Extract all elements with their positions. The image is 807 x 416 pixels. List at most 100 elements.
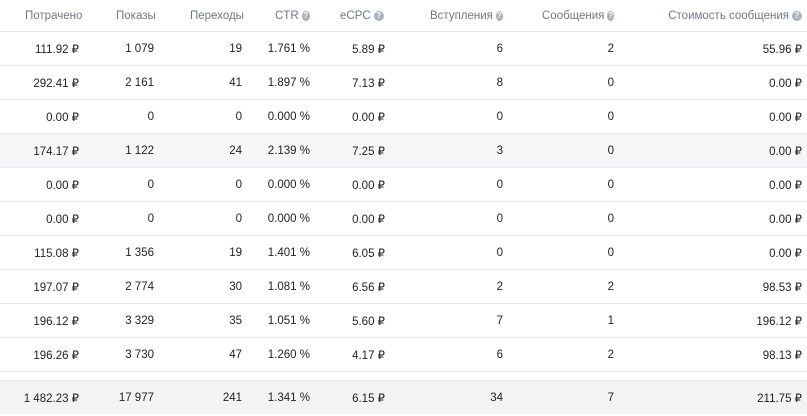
total-cell: 6.15 ₽ xyxy=(352,392,385,405)
total-cell: 17 977 xyxy=(118,391,154,404)
column-header-label: Стоимость сообщения xyxy=(668,9,789,22)
table-cell: 0 xyxy=(607,178,614,191)
table-cell: 0.00 ₽ xyxy=(769,247,802,260)
total-cell: 1 482.23 ₽ xyxy=(23,392,79,405)
table-cell: 0.000 % xyxy=(267,178,310,191)
question-circle-icon[interactable]: ? xyxy=(607,10,614,21)
column-header-label: CTR xyxy=(275,9,299,22)
table-cell: 7.13 ₽ xyxy=(352,77,385,90)
table-cell: 2 161 xyxy=(125,76,154,89)
table-cell: 196.12 ₽ xyxy=(33,315,79,328)
column-header[interactable]: Стоимость сообщения? xyxy=(614,0,802,31)
table-header: Потрачено Показы Переходы CTR? eCPC? Вступлен… xyxy=(0,0,807,32)
table-cell: 0 xyxy=(147,110,154,123)
table-cell: 0.00 ₽ xyxy=(352,111,385,124)
table-cell: 292.41 ₽ xyxy=(33,77,79,90)
table-cell: 30 xyxy=(229,280,242,293)
table-row[interactable]: 196.26 ₽ 3 730 47 1.260 % 4.17 ₽ 6 2 98.13 ₽ xyxy=(0,338,807,372)
table-cell: 0 xyxy=(607,212,614,225)
table-cell: 2 xyxy=(607,348,614,361)
table-cell: 0 xyxy=(607,110,614,123)
table-cell: 0.00 ₽ xyxy=(769,213,802,226)
table-row[interactable]: 115.08 ₽ 1 356 19 1.401 % 6.05 ₽ 0 0 0.00 ₽ xyxy=(0,236,807,270)
column-header[interactable]: eCPC? xyxy=(310,0,385,31)
table-row[interactable]: 111.92 ₽ 1 079 19 1.761 % 5.89 ₽ 6 2 55.96 ₽ xyxy=(0,32,807,66)
table-row[interactable]: 0.00 ₽ 0 0 0.000 % 0.00 ₽ 0 0 0.00 ₽ xyxy=(0,168,807,202)
total-cell: 7 xyxy=(607,391,614,404)
table-cell: 7 xyxy=(496,314,503,327)
table-cell: 0 xyxy=(235,212,242,225)
table-cell: 0 xyxy=(147,178,154,191)
table-cell: 24 xyxy=(229,144,242,157)
question-circle-icon[interactable]: ? xyxy=(373,10,384,21)
column-header-label: eCPC xyxy=(340,9,371,22)
table-row[interactable]: 196.12 ₽ 3 329 35 1.051 % 5.60 ₽ 7 1 196.12 ₽ xyxy=(0,304,807,338)
table-cell: 8 xyxy=(496,76,503,89)
table-cell: 1.051 % xyxy=(267,314,310,327)
total-row: 1 482.23 ₽ 17 977 241 1.341 % 6.15 ₽ 34 7 211.7… xyxy=(0,380,807,414)
table-cell: 19 xyxy=(229,246,242,259)
table-cell: 98.13 ₽ xyxy=(762,349,802,362)
table-cell: 0 xyxy=(235,110,242,123)
table-cell: 2 xyxy=(607,42,614,55)
column-header[interactable]: Вступления? xyxy=(385,0,503,31)
table-cell: 1 356 xyxy=(125,246,154,259)
table-cell: 111.92 ₽ xyxy=(35,43,79,56)
table-cell: 6.05 ₽ xyxy=(352,247,385,260)
table-cell: 0.00 ₽ xyxy=(352,179,385,192)
table-cell: 197.07 ₽ xyxy=(33,281,79,294)
total-cell: 34 xyxy=(490,391,503,404)
table-cell: 2 xyxy=(496,280,503,293)
table-cell: 0.00 ₽ xyxy=(769,111,802,124)
table-row[interactable]: 292.41 ₽ 2 161 41 1.897 % 7.13 ₽ 8 0 0.00 ₽ xyxy=(0,66,807,100)
table-cell: 4.17 ₽ xyxy=(352,349,385,362)
table-cell: 7.25 ₽ xyxy=(352,145,385,158)
total-cell: 211.75 ₽ xyxy=(757,392,802,405)
table-cell: 47 xyxy=(229,348,242,361)
table-cell: 174.17 ₽ xyxy=(33,145,79,158)
table-cell: 115.08 ₽ xyxy=(34,247,79,260)
table-cell: 0 xyxy=(147,212,154,225)
table-cell: 5.89 ₽ xyxy=(352,43,385,56)
table-cell: 5.60 ₽ xyxy=(352,315,385,328)
table-cell: 1.897 % xyxy=(267,76,310,89)
table-cell: 2 774 xyxy=(125,280,154,293)
table-cell: 0.00 ₽ xyxy=(769,77,802,90)
table-row[interactable]: 174.17 ₽ 1 122 24 2.139 % 7.25 ₽ 3 0 0.00 ₽ xyxy=(0,134,807,168)
table-row[interactable]: 0.00 ₽ 0 0 0.000 % 0.00 ₽ 0 0 0.00 ₽ xyxy=(0,100,807,134)
table-cell: 0 xyxy=(235,178,242,191)
table-cell: 0 xyxy=(496,178,503,191)
total-cell: 1.341 % xyxy=(267,391,310,404)
table-row[interactable]: 197.07 ₽ 2 774 30 1.081 % 6.56 ₽ 2 2 98.53 ₽ xyxy=(0,270,807,304)
table-cell: 41 xyxy=(229,76,242,89)
column-header-label: Вступления xyxy=(430,9,493,22)
column-header[interactable]: Сообщения? xyxy=(503,0,614,31)
column-header: Переходы xyxy=(154,0,244,31)
table-cell: 0.000 % xyxy=(267,212,310,225)
table-row[interactable]: 0.00 ₽ 0 0 0.000 % 0.00 ₽ 0 0 0.00 ₽ xyxy=(0,202,807,236)
question-circle-icon[interactable]: ? xyxy=(301,10,310,21)
column-header[interactable]: CTR? xyxy=(242,0,310,31)
column-header-label: Переходы xyxy=(190,9,244,22)
question-circle-icon[interactable]: ? xyxy=(495,10,503,21)
table-cell: 3 329 xyxy=(125,314,154,327)
column-header: Потрачено xyxy=(0,0,82,31)
table-cell: 1 xyxy=(607,314,614,327)
table-cell: 0.00 ₽ xyxy=(46,213,79,226)
table-cell: 6 xyxy=(496,42,503,55)
column-header: Показы xyxy=(79,0,156,31)
table-cell: 0 xyxy=(607,246,614,259)
table-cell: 1.401 % xyxy=(267,246,310,259)
table-cell: 0.00 ₽ xyxy=(46,179,79,192)
table-cell: 2 xyxy=(607,280,614,293)
table-cell: 3 730 xyxy=(125,348,154,361)
table-cell: 0.00 ₽ xyxy=(352,213,385,226)
table-cell: 1.081 % xyxy=(267,280,310,293)
table-cell: 55.96 ₽ xyxy=(762,43,802,56)
column-header-label: Показы xyxy=(116,9,156,22)
table-cell: 0.00 ₽ xyxy=(769,179,802,192)
table-cell: 1 079 xyxy=(125,42,154,55)
table-cell: 0 xyxy=(496,246,503,259)
table-cell: 98.53 ₽ xyxy=(762,281,802,294)
question-circle-icon[interactable]: ? xyxy=(792,10,802,21)
